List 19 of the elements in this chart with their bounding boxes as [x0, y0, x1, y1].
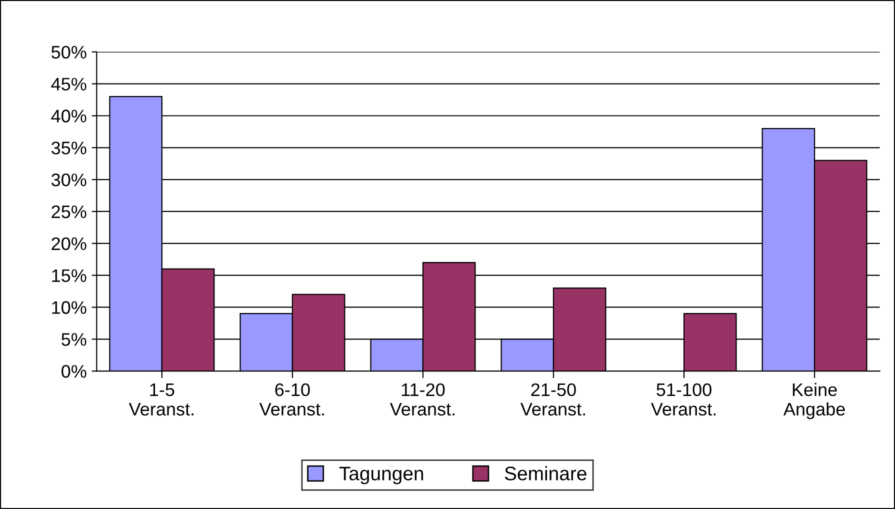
y-tick-label: 35%: [51, 142, 86, 154]
x-tick-label: 1-5 Veranst.: [128, 384, 194, 416]
y-tick-label: 20%: [52, 237, 86, 250]
x-tick-label: Keine Angabe: [783, 382, 845, 420]
y-tick-label: 15%: [52, 269, 86, 282]
y-tick-label: 25%: [52, 205, 86, 218]
x-tick-label: 21-50 Veranst.: [520, 383, 585, 416]
x-tick-label: 51-100 Veranst.: [650, 383, 716, 416]
y-tick-label: 0%: [62, 364, 86, 378]
y-tick-label: 40%: [51, 110, 86, 122]
legend-label: Seminare: [504, 466, 586, 480]
y-tick-label: 10%: [52, 301, 86, 314]
y-tick-label: 30%: [51, 174, 86, 186]
legend-label: Tagungen: [339, 466, 424, 484]
y-tick-label: 50%: [52, 46, 86, 59]
x-tick-label: 11-20 Veranst.: [390, 383, 454, 416]
y-tick-label: 45%: [51, 78, 86, 91]
y-tick-label: 5%: [62, 333, 86, 346]
x-tick-label: 6-10 Veranst.: [259, 383, 324, 416]
